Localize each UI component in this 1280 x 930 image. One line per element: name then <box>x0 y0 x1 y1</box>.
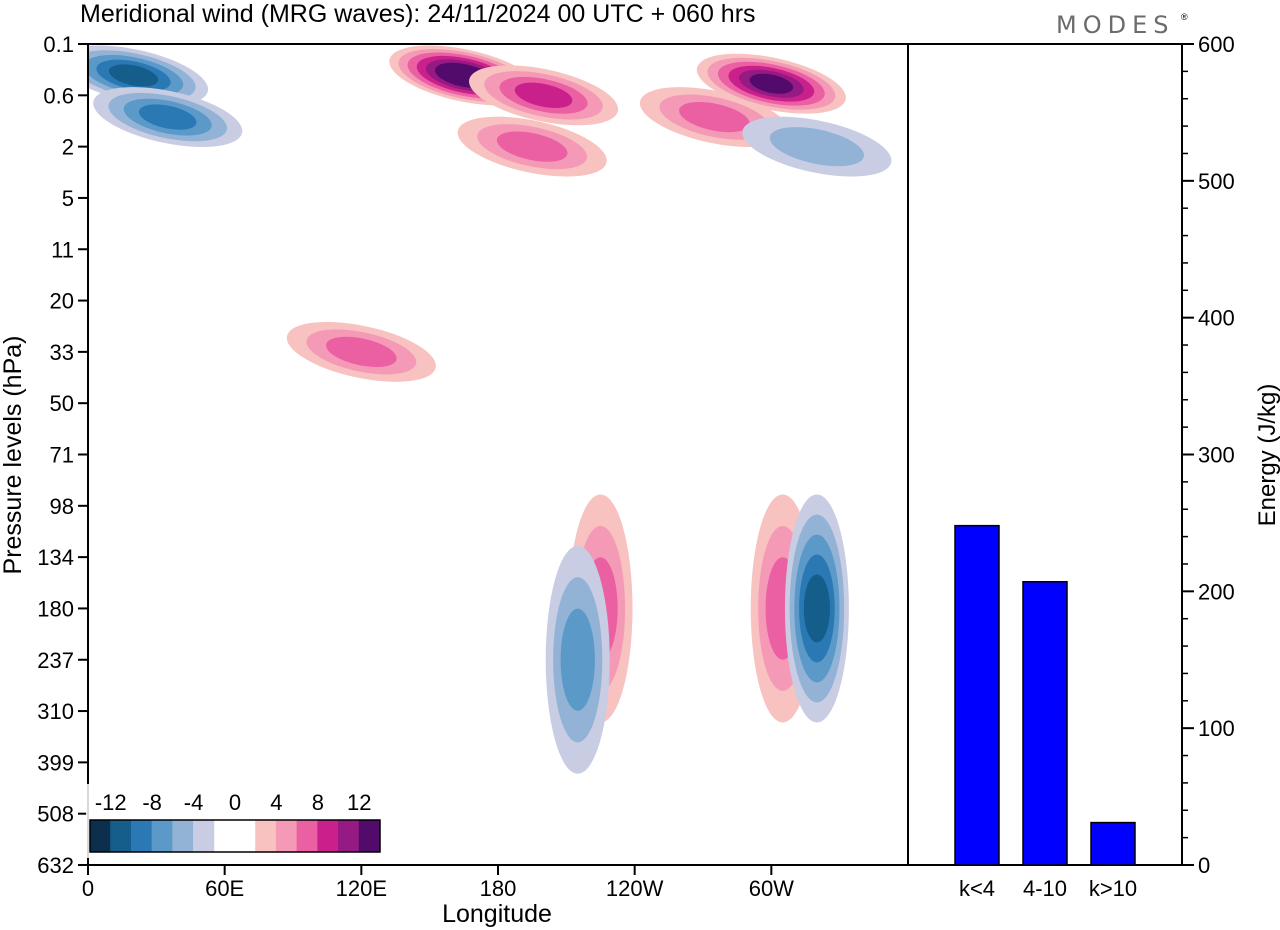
chart-title: Meridional wind (MRG waves): 24/11/2024 … <box>80 0 756 28</box>
colorbar-frame <box>89 819 381 853</box>
bar-category-label: 4-10 <box>1023 876 1067 901</box>
colorbar-swatch <box>151 819 174 853</box>
contour-band <box>803 574 830 643</box>
energy-bar <box>1090 821 1136 866</box>
y-tick-label: 508 <box>37 802 74 827</box>
x-tick-label: 120W <box>606 876 664 901</box>
colorbar-swatch <box>235 820 256 852</box>
y-tick-label: 50 <box>50 391 74 416</box>
colorbar: -12 -8 -4 0 4 8 12 <box>86 784 384 858</box>
contour-band <box>749 73 794 94</box>
colorbar-label: 0 <box>229 790 241 815</box>
wind-feature <box>545 545 610 774</box>
brand-logo: MODES <box>1056 11 1174 39</box>
colorbar-swatch <box>255 819 277 853</box>
energy-bars: k<4 4-10 k>10 <box>954 524 1137 901</box>
wind-feature <box>88 45 209 106</box>
wind-feature <box>469 65 619 126</box>
y-tick-label: 0.6 <box>43 83 74 108</box>
colorbar-swatch <box>89 819 112 853</box>
colorbar-label: -8 <box>142 790 162 815</box>
y-tick-label: 237 <box>37 648 74 673</box>
colorbar-label: 4 <box>270 790 282 815</box>
contour-band <box>108 64 159 87</box>
contour-band <box>326 336 397 367</box>
colorbar-swatch <box>275 819 298 853</box>
energy-bar <box>954 524 1000 866</box>
colorbar-swatch <box>338 819 360 853</box>
y-tick-label: 20 <box>50 289 74 314</box>
energy-tick-label: 100 <box>1198 716 1235 741</box>
colorbar-swatch <box>172 819 195 853</box>
y-tick-label: 310 <box>37 699 74 724</box>
energy-bar <box>1022 581 1068 866</box>
bar-category-label: k>10 <box>1089 876 1137 901</box>
energy-axis-label: Energy (J/kg) <box>1254 384 1280 527</box>
x-axis-label: Longitude <box>442 900 552 928</box>
x-tick-label: 0 <box>82 876 94 901</box>
y-tick-label: 98 <box>50 494 74 519</box>
contour-band <box>514 82 573 108</box>
contour-band <box>769 127 864 167</box>
energy-ticks: 0 100 200 300 400 500 600 <box>1182 32 1235 878</box>
colorbar-swatch <box>358 819 381 853</box>
x-tick-label: 180 <box>480 876 517 901</box>
colorbar-swatch <box>214 820 235 852</box>
contour-band <box>679 101 750 133</box>
y-tick-label: 33 <box>50 340 74 365</box>
colorbar-swatch <box>110 819 132 853</box>
wind-feature <box>742 116 892 177</box>
energy-tick-label: 200 <box>1198 579 1235 604</box>
wind-feature <box>286 321 436 382</box>
x-tick-label: 60E <box>205 876 244 901</box>
y-tick-label: 11 <box>51 237 74 262</box>
y-tick-label: 5 <box>62 186 74 211</box>
y-axis-label: Pressure levels (hPa) <box>0 336 27 575</box>
colorbar-label: -12 <box>95 790 127 815</box>
pressure-axis: 0.1 0.6 2 5 11 20 33 50 71 98 134 180 237 310 399 508 63… <box>37 32 88 878</box>
y-tick-label: 2 <box>62 135 74 160</box>
wind-feature <box>784 494 849 723</box>
wind-feature <box>93 87 243 148</box>
colorbar-swatch <box>296 819 319 853</box>
plot-frame <box>87 43 909 866</box>
colorbar-swatch <box>193 819 215 853</box>
wind-field <box>88 45 892 774</box>
energy-tick-label: 600 <box>1198 32 1235 57</box>
y-tick-label: 632 <box>37 853 74 878</box>
colorbar-label: -4 <box>184 790 204 815</box>
energy-tick-label: 500 <box>1198 169 1235 194</box>
energy-tick-label: 300 <box>1198 443 1235 468</box>
contour-band <box>560 608 595 711</box>
colorbar-swatch <box>130 819 153 853</box>
y-tick-label: 71 <box>50 443 74 468</box>
registered-mark: ® <box>1181 12 1188 22</box>
colorbar-swatch <box>317 819 340 853</box>
x-tick-label: 120E <box>336 876 387 901</box>
y-tick-label: 0.1 <box>43 32 74 57</box>
wind-feature <box>457 116 607 177</box>
colorbar-label: 12 <box>347 790 371 815</box>
energy-tick-label: 400 <box>1198 306 1235 331</box>
longitude-axis: 0 60E 120E 180 120W 60W <box>82 865 794 901</box>
bar-category-label: k<4 <box>959 876 995 901</box>
contour-band <box>138 104 197 130</box>
energy-tick-label: 0 <box>1198 853 1210 878</box>
wind-feature <box>696 53 846 114</box>
contour-band <box>496 131 568 162</box>
x-tick-label: 60W <box>749 876 794 901</box>
colorbar-label: 8 <box>312 790 324 815</box>
y-tick-label: 180 <box>37 596 74 621</box>
y-tick-label: 399 <box>37 750 74 775</box>
y-tick-label: 134 <box>37 545 74 570</box>
